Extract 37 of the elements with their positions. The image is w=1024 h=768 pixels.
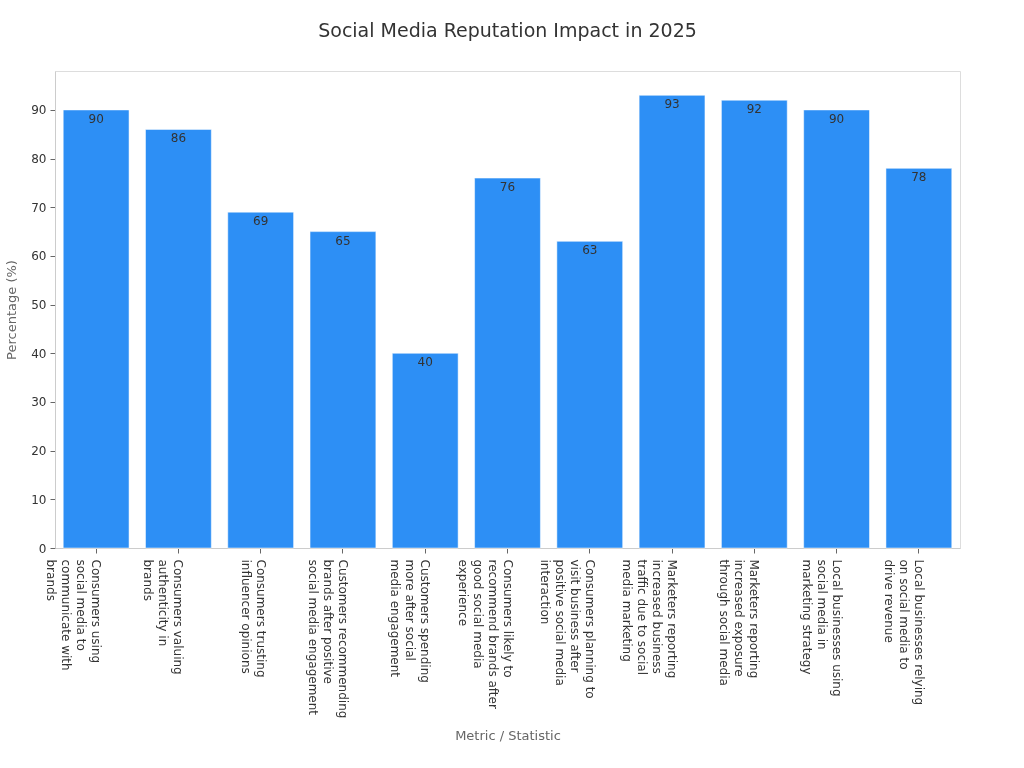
bar: [309, 231, 377, 549]
data-label: 86: [170, 131, 187, 146]
data-label: 65: [335, 233, 351, 248]
data-label: 90: [88, 111, 104, 126]
y-tick-label: 40: [31, 346, 47, 361]
x-tick-label: Consumers valuing authenticity in brands: [141, 559, 186, 675]
bar: [803, 109, 870, 549]
y-tick-label: 50: [31, 298, 47, 313]
data-label: 63: [582, 243, 598, 258]
bar: [556, 240, 624, 549]
y-tick-label: 90: [31, 103, 47, 118]
bar: [638, 94, 706, 549]
data-label: 69: [253, 214, 269, 229]
y-tick-label: 80: [31, 152, 47, 167]
bar: [474, 177, 541, 549]
data-label: 90: [828, 111, 845, 126]
bar: [391, 352, 459, 549]
data-label: 40: [417, 355, 433, 370]
y-tick-label: 0: [38, 541, 47, 556]
y-tick-label: 70: [31, 200, 47, 215]
data-label: 93: [664, 97, 680, 112]
y-tick-label: 20: [31, 444, 47, 459]
y-tick-label: 30: [31, 395, 47, 410]
x-axis-title: Metric / Statistic: [455, 728, 561, 744]
x-tick-label: Consumers using social media to communicate with brands: [44, 559, 104, 671]
bar: [227, 211, 295, 549]
chart-title: Social Media Reputation Impact in 2025: [318, 19, 697, 41]
bar: [720, 99, 788, 549]
bar: [885, 167, 953, 549]
data-label: 76: [499, 180, 516, 195]
y-tick-label: 10: [31, 492, 47, 507]
data-label: 92: [746, 102, 762, 117]
data-label: 78: [911, 170, 927, 185]
y-tick-label: 60: [31, 249, 47, 264]
bar: [62, 109, 130, 549]
bar: [145, 128, 212, 549]
y-axis-title: Percentage (%): [4, 260, 20, 360]
